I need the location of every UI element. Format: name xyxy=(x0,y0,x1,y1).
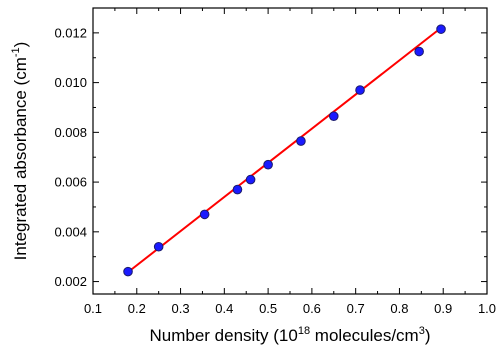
y-tick-label: 0.002 xyxy=(54,274,87,289)
x-tick-label: 0.7 xyxy=(347,301,365,316)
x-tick-label: 0.9 xyxy=(434,301,452,316)
x-axis-label: Number density (1018 molecules/cm3) xyxy=(149,325,430,345)
y-tick-label: 0.010 xyxy=(54,75,87,90)
data-point xyxy=(199,209,210,220)
data-point xyxy=(123,266,133,277)
fit-lines xyxy=(127,27,442,273)
x-axis-tick-labels: 0.1 0.2 0.3 0.4 0.5 0.6 0.7 0.8 0.9 1.0 xyxy=(84,301,496,316)
data-point xyxy=(245,174,256,185)
x-tick-label: 0.5 xyxy=(259,301,277,316)
data-point xyxy=(328,111,339,121)
y-tick-label: 0.008 xyxy=(54,125,87,140)
data-point xyxy=(414,46,424,57)
x-tick-label: 0.1 xyxy=(84,301,102,316)
plot-area xyxy=(92,7,488,295)
data-point xyxy=(355,85,365,95)
x-tick-label: 1.0 xyxy=(478,301,496,316)
y-tick-label: 0.006 xyxy=(54,175,87,190)
y-axis-label: Integrated absorbance (cm-1) xyxy=(10,42,30,261)
data-point xyxy=(263,159,273,170)
data-point xyxy=(232,184,243,195)
linear-fit-line xyxy=(127,27,442,273)
y-axis-ticks xyxy=(93,32,487,283)
x-tick-label: 0.3 xyxy=(172,301,190,316)
plot-frame xyxy=(92,7,488,295)
x-tick-label: 0.6 xyxy=(303,301,321,316)
y-tick-label: 0.012 xyxy=(54,25,87,40)
data-point xyxy=(153,241,164,252)
x-tick-label: 0.2 xyxy=(128,301,146,316)
data-points xyxy=(123,24,446,277)
data-point xyxy=(296,136,306,146)
y-tick-label: 0.004 xyxy=(54,224,87,239)
data-point xyxy=(436,24,446,34)
x-tick-label: 0.4 xyxy=(215,301,233,316)
x-axis-ticks xyxy=(92,8,488,294)
y-axis-tick-labels: 0.002 0.004 0.006 0.008 0.010 0.012 xyxy=(54,25,87,289)
x-tick-label: 0.8 xyxy=(390,301,408,316)
